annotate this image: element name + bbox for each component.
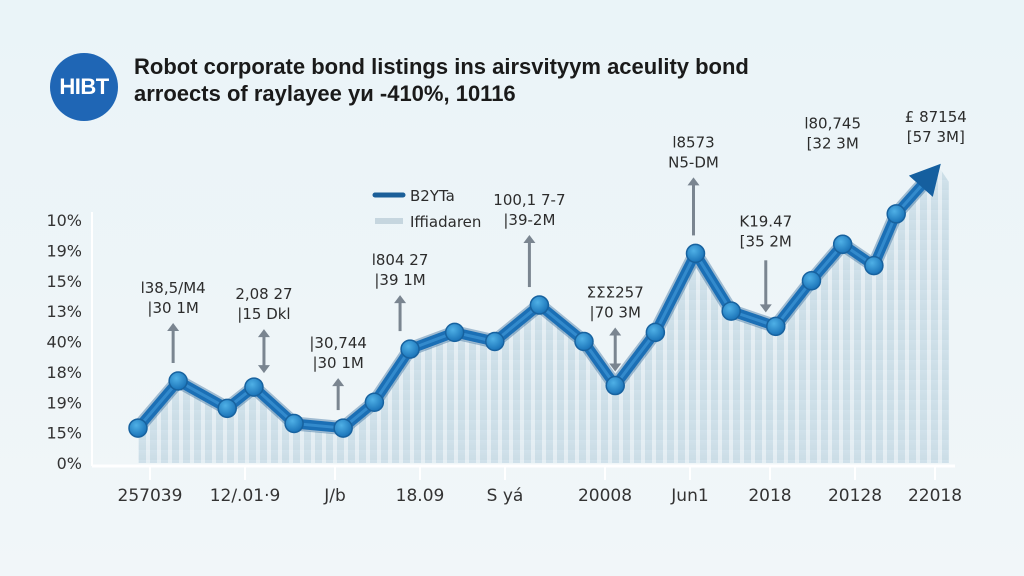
data-point bbox=[444, 322, 465, 343]
title-line-2: arroects of raylayee уи -410%, 10116 bbox=[134, 81, 516, 106]
annotation: l80,745 [32 3M bbox=[804, 114, 861, 152]
annotations: l38,5∕M4 |30 1M 2,08 27 |15 Dkl |30,744 |30 1… bbox=[141, 108, 967, 411]
annotation: K19.47 [35 2M bbox=[739, 212, 792, 313]
annotation-amount: |30 1M bbox=[312, 354, 363, 372]
data-point bbox=[721, 301, 741, 321]
data-point bbox=[333, 418, 353, 438]
y-tick-label: 19% bbox=[46, 393, 82, 412]
title-line-1: Robot corporate bond listings ins airsvi… bbox=[134, 54, 749, 79]
annotation: |30,744 |30 1M bbox=[309, 334, 367, 411]
y-tick-label: 40% bbox=[46, 333, 82, 352]
y-tick-label: 13% bbox=[46, 302, 82, 321]
annotation: 100,1 7-7 |39-2M bbox=[493, 191, 566, 288]
legend: B2YTa Iffiadaren bbox=[372, 187, 481, 231]
arrow-up-icon bbox=[609, 327, 622, 336]
legend-label-area: Iffiadaren bbox=[410, 213, 481, 231]
y-tick-label: 0% bbox=[57, 454, 82, 473]
data-point bbox=[485, 331, 505, 352]
annotation-value: K19.47 bbox=[739, 212, 792, 230]
y-tick-label: 15% bbox=[46, 272, 82, 291]
data-point bbox=[217, 398, 237, 419]
data-point bbox=[605, 375, 625, 396]
logo-text: HIBT bbox=[59, 74, 109, 99]
data-point bbox=[766, 316, 786, 337]
annotation: l804 27 |39 1M bbox=[372, 251, 429, 332]
annotation: 2,08 27 |15 Dkl bbox=[235, 285, 293, 374]
x-tick-label: 18.09 bbox=[396, 486, 445, 506]
annotation-amount: N5-DM bbox=[668, 153, 719, 171]
data-point bbox=[886, 204, 906, 224]
x-tick-label: S yá bbox=[487, 486, 524, 506]
data-point bbox=[864, 255, 884, 276]
y-tick-label: 10% bbox=[46, 211, 82, 230]
annotation-amount: |70 3M bbox=[590, 304, 641, 322]
x-tick-label: 2018 bbox=[748, 486, 791, 506]
arrow-up-icon bbox=[687, 177, 700, 186]
annotation-value: £ 87154 bbox=[905, 108, 967, 126]
y-tick-label: 19% bbox=[46, 241, 82, 260]
legend-label-line: B2YTa bbox=[410, 187, 455, 205]
data-point bbox=[168, 371, 188, 391]
annotation-value: l804 27 bbox=[372, 251, 429, 269]
annotation-amount: [57 3M] bbox=[907, 128, 965, 146]
arrow-down-icon bbox=[759, 304, 772, 313]
arrow-up-icon bbox=[167, 322, 180, 331]
annotation-amount: |15 Dkl bbox=[237, 305, 290, 323]
annotation-amount: |39 1M bbox=[374, 271, 425, 289]
chart-title: Robot corporate bond listings ins airsvi… bbox=[134, 53, 749, 107]
axes: 0% 15% 19% 18% 40% 13% 15% 19% 10% 257039 12∕.01·9… bbox=[46, 211, 962, 506]
data-point bbox=[685, 243, 706, 264]
trend-arrowhead bbox=[908, 163, 941, 197]
annotation: l38,5∕M4 |30 1M bbox=[141, 279, 206, 363]
arrow-up-icon bbox=[394, 295, 407, 304]
data-point bbox=[364, 392, 385, 412]
x-tick-label: 257039 bbox=[118, 486, 183, 506]
y-tick-label: 18% bbox=[46, 363, 82, 382]
data-points bbox=[128, 204, 906, 438]
annotation: ΣΣΣ257 |70 3M bbox=[587, 284, 644, 372]
x-tick-label: 12∕.01·9 bbox=[210, 486, 281, 506]
annotation-amount: |39-2M bbox=[503, 211, 555, 229]
annotation-value: l8573 bbox=[672, 133, 714, 151]
brand-logo: HIBT bbox=[50, 53, 118, 121]
annotation-value: l80,745 bbox=[804, 114, 861, 132]
annotation-amount: [35 2M bbox=[740, 232, 792, 250]
annotation-amount: [32 3M bbox=[807, 134, 859, 152]
annotation-value: ΣΣΣ257 bbox=[587, 284, 644, 302]
x-tick-label: J∕b bbox=[323, 486, 346, 506]
data-point bbox=[128, 418, 148, 438]
arrow-down-icon bbox=[257, 365, 270, 374]
annotation-value: 2,08 27 bbox=[235, 285, 292, 303]
y-tick-label: 15% bbox=[46, 424, 82, 443]
x-tick-label: 20128 bbox=[828, 486, 882, 506]
annotation: £ 87154 [57 3M] bbox=[905, 108, 967, 146]
data-point bbox=[284, 413, 304, 434]
data-point bbox=[574, 331, 594, 352]
area-series bbox=[138, 169, 949, 463]
series-line-highlight bbox=[136, 179, 928, 430]
data-point bbox=[529, 295, 550, 315]
annotation-value: |30,744 bbox=[309, 334, 367, 352]
arrow-up-icon bbox=[332, 378, 345, 387]
x-tick-label: Jun1 bbox=[670, 486, 708, 506]
data-point bbox=[801, 271, 822, 291]
data-point bbox=[832, 234, 853, 255]
data-point bbox=[400, 339, 420, 359]
annotation: l8573 N5-DM bbox=[668, 133, 719, 236]
annotation-value: l38,5∕M4 bbox=[141, 279, 206, 297]
arrow-up-icon bbox=[523, 235, 536, 244]
x-tick-label: 20008 bbox=[578, 486, 632, 506]
line-series bbox=[131, 163, 941, 436]
arrow-up-icon bbox=[257, 329, 270, 338]
annotation-amount: |30 1M bbox=[147, 299, 198, 317]
area-fill bbox=[138, 169, 949, 463]
x-tick-label: 22018 bbox=[908, 486, 962, 506]
arrow-down-icon bbox=[609, 363, 622, 372]
data-point bbox=[645, 322, 666, 343]
data-point bbox=[244, 377, 264, 397]
annotation-value: 100,1 7-7 bbox=[493, 191, 565, 209]
